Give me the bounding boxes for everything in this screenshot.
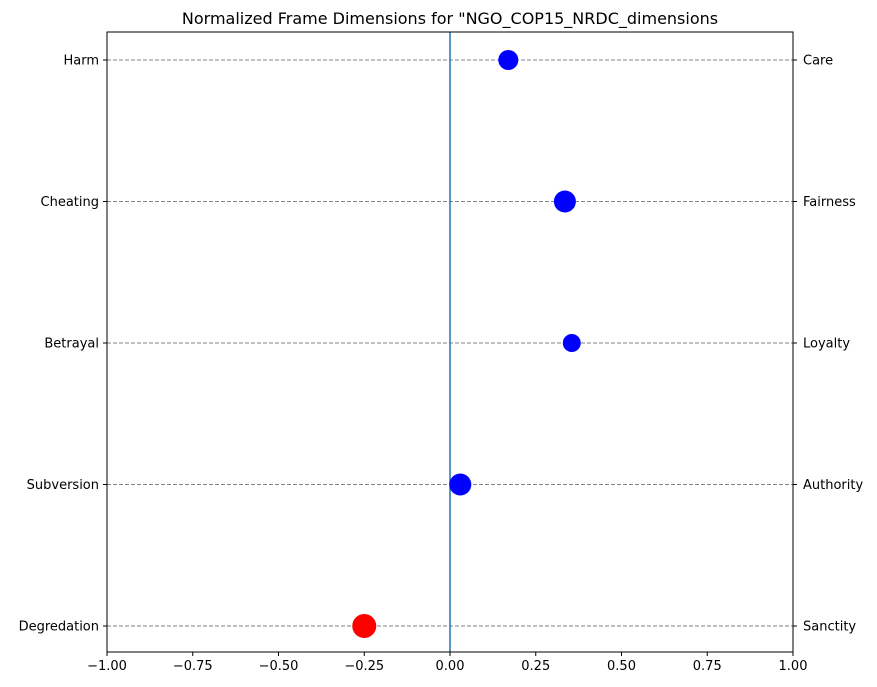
data-point: [449, 473, 472, 496]
x-tick-label: −0.25: [344, 659, 384, 674]
chart-title: Normalized Frame Dimensions for "NGO_COP…: [182, 9, 718, 29]
x-tick-label: 1.00: [779, 659, 808, 674]
left-axis-labels: Harm Cheating Betrayal Subversion Degredatio…: [19, 54, 107, 635]
data-points: [352, 50, 581, 638]
data-point: [498, 50, 519, 70]
data-point: [562, 334, 581, 352]
right-label: Authority: [803, 478, 863, 493]
left-label: Betrayal: [44, 337, 99, 352]
data-point: [553, 190, 576, 213]
x-tick-label: 0.25: [521, 659, 550, 674]
x-axis: −1.00 −0.75 −0.50 −0.25 0.00 0.25 0.50 0.75 1.00: [87, 652, 807, 674]
right-label: Fairness: [803, 195, 856, 210]
right-axis-labels: Care Fairness Loyalty Authority Sanctity: [793, 54, 863, 635]
x-tick-label: 0.50: [607, 659, 636, 674]
right-label: Care: [803, 54, 833, 69]
x-tick-label: 0.00: [436, 659, 465, 674]
x-tick-label: −0.50: [259, 659, 299, 674]
x-tick-label: −0.75: [173, 659, 213, 674]
left-label: Harm: [63, 54, 99, 69]
x-tick-label: −1.00: [87, 659, 127, 674]
left-label: Cheating: [41, 195, 99, 210]
x-tick-label: 0.75: [693, 659, 722, 674]
left-label: Degredation: [19, 620, 99, 635]
right-label: Sanctity: [803, 620, 856, 635]
right-label: Loyalty: [803, 337, 850, 352]
left-label: Subversion: [27, 478, 99, 493]
data-point: [352, 614, 377, 638]
